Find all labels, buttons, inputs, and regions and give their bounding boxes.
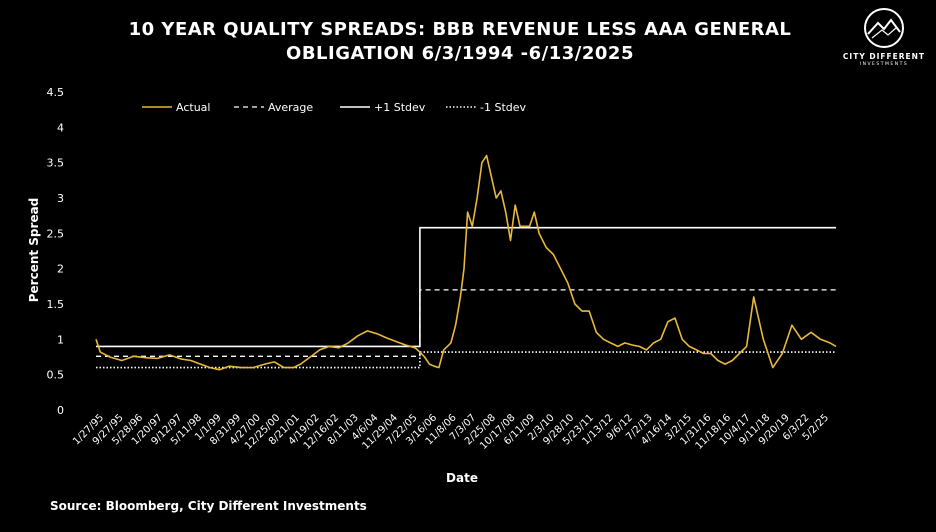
legend-label: Average (268, 101, 313, 114)
y-tick-label: 3 (57, 192, 64, 205)
chart-title-line2: OBLIGATION 6/3/1994 -6/13/2025 (286, 43, 634, 64)
series-line-1-stdev (96, 226, 836, 348)
series-line-average (96, 289, 836, 357)
y-tick-label: 1 (57, 333, 64, 346)
legend-label: Actual (176, 101, 210, 114)
y-tick-label: 2 (57, 263, 64, 276)
y-axis-title: Percent Spread (27, 198, 41, 303)
series-line-1-stdev (96, 351, 836, 369)
y-tick-label: 0.5 (47, 369, 65, 382)
y-tick-label: 0 (57, 404, 64, 417)
y-tick-label: 4.5 (47, 86, 65, 99)
y-tick-label: 3.5 (47, 157, 65, 170)
y-tick-label: 2.5 (47, 227, 65, 240)
source-note: Source: Bloomberg, City Different Invest… (50, 499, 367, 513)
mountain-circle-icon (864, 8, 904, 48)
legend-label: -1 Stdev (480, 101, 527, 114)
y-tick-label: 4 (57, 121, 64, 134)
x-axis-title: Date (446, 471, 478, 485)
legend-label: +1 Stdev (374, 101, 426, 114)
logo-subtitle: INVESTMENTS (859, 62, 909, 67)
logo-name: CITY DIFFERENT (842, 52, 926, 61)
series-line-actual (95, 154, 837, 371)
chart-title-line1: 10 YEAR QUALITY SPREADS: BBB REVENUE LES… (128, 19, 792, 40)
chart-title: 10 YEAR QUALITY SPREADS: BBB REVENUE LES… (60, 18, 860, 66)
y-tick-label: 1.5 (47, 298, 65, 311)
company-logo: CITY DIFFERENT INVESTMENTS (838, 4, 930, 74)
